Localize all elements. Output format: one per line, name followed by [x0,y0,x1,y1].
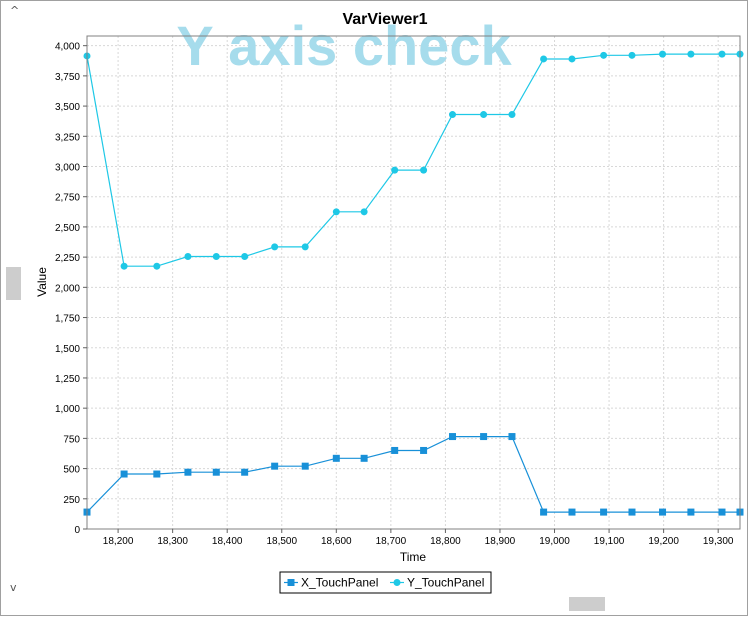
x-tick-label: 19,100 [594,536,625,547]
data-point-Y_TouchPanel [540,55,548,63]
data-point-X_TouchPanel [508,433,516,441]
data-point-Y_TouchPanel [687,50,695,58]
y-tick-label: 0 [74,525,80,536]
data-point-X_TouchPanel [420,446,428,454]
scroll-up-icon[interactable]: ^ [10,4,20,17]
data-point-X_TouchPanel [568,508,576,516]
data-point-X_TouchPanel [332,454,340,462]
y-tick-label: 2,750 [55,193,80,204]
y-tick-label: 250 [63,495,80,506]
data-point-Y_TouchPanel [120,262,128,270]
data-point-Y_TouchPanel [628,51,636,59]
data-point-Y_TouchPanel [184,253,192,261]
data-point-X_TouchPanel [184,468,192,476]
data-point-X_TouchPanel [540,508,548,516]
data-point-X_TouchPanel [153,470,161,478]
plot-series [83,50,744,516]
data-point-X_TouchPanel [360,454,368,462]
data-point-Y_TouchPanel [718,50,726,58]
data-point-X_TouchPanel [301,462,309,470]
x-tick-label: 19,000 [539,536,570,547]
y-tick-label: 1,500 [55,344,80,355]
y-tick-label: 3,750 [55,72,80,83]
grid-lines [87,36,740,530]
y-tick-label: 4,000 [55,42,80,53]
legend-marker-Y_TouchPanel [393,579,401,586]
y-axis: 0 250 500 750 1,000 1,250 1,500 1,750 2,000 2,250… [55,42,87,536]
y-tick-label: 2,250 [55,253,80,264]
data-point-Y_TouchPanel [301,243,309,251]
data-point-X_TouchPanel [718,508,726,516]
data-point-X_TouchPanel [391,446,399,454]
x-tick-label: 18,600 [321,536,352,547]
data-point-Y_TouchPanel [600,51,608,59]
y-tick-label: 1,000 [55,404,80,415]
data-point-Y_TouchPanel [391,166,399,174]
x-axis: 18,200 18,300 18,400 18,500 18,600 18,700 18,8… [103,529,734,547]
x-tick-label: 19,300 [703,536,734,547]
y-tick-label: 500 [63,465,80,476]
chart-title: VarViewer1 [342,11,427,28]
y-tick-label: 2,500 [55,223,80,234]
x-tick-label: 18,700 [376,536,407,547]
y-tick-label: 3,000 [55,163,80,174]
data-point-X_TouchPanel [449,433,457,441]
x-tick-label: 19,200 [648,536,679,547]
data-point-X_TouchPanel [480,433,488,441]
data-point-Y_TouchPanel [241,253,249,261]
legend-box [279,571,492,594]
watermark-text: Y axis check [176,14,512,77]
plot-area [86,35,741,530]
vertical-scrollbar-thumb[interactable] [6,267,21,300]
data-point-Y_TouchPanel [568,55,576,63]
y-tick-label: 3,500 [55,102,80,113]
series-line-Y_TouchPanel [86,53,740,267]
legend-label-Y_TouchPanel: Y_TouchPanel [407,576,484,590]
legend-marker-X_TouchPanel [287,579,295,586]
legend-label-X_TouchPanel: X_TouchPanel [301,576,378,590]
scroll-down-icon[interactable]: v [10,581,17,594]
data-point-Y_TouchPanel [508,111,516,119]
y-tick-label: 750 [63,434,80,445]
data-point-Y_TouchPanel [449,111,457,119]
data-point-X_TouchPanel [120,470,128,478]
x-tick-label: 18,300 [157,536,188,547]
data-point-Y_TouchPanel [420,166,428,174]
y-axis-label: Value [35,267,49,297]
data-point-Y_TouchPanel [360,208,368,216]
x-tick-label: 18,800 [430,536,461,547]
x-tick-label: 18,500 [266,536,297,547]
data-point-X_TouchPanel [659,508,667,516]
data-point-Y_TouchPanel [332,208,340,216]
data-point-X_TouchPanel [212,468,220,476]
x-tick-label: 18,900 [485,536,516,547]
x-axis-label: Time [400,550,427,564]
legend: X_TouchPanel Y_TouchPanel [279,571,492,594]
data-point-Y_TouchPanel [659,50,667,58]
y-tick-label: 3,250 [55,132,80,143]
data-point-X_TouchPanel [600,508,608,516]
data-point-Y_TouchPanel [153,262,161,270]
data-point-X_TouchPanel [271,462,279,470]
x-tick-label: 18,400 [212,536,243,547]
data-point-Y_TouchPanel [480,111,488,119]
data-point-Y_TouchPanel [212,253,220,261]
x-tick-label: 18,200 [103,536,134,547]
data-point-X_TouchPanel [628,508,636,516]
y-tick-label: 1,750 [55,314,80,325]
data-point-X_TouchPanel [687,508,695,516]
y-tick-label: 2,000 [55,283,80,294]
horizontal-scrollbar-thumb[interactable] [569,597,605,611]
data-point-X_TouchPanel [241,468,249,476]
y-tick-label: 1,250 [55,374,80,385]
data-point-Y_TouchPanel [271,243,279,251]
